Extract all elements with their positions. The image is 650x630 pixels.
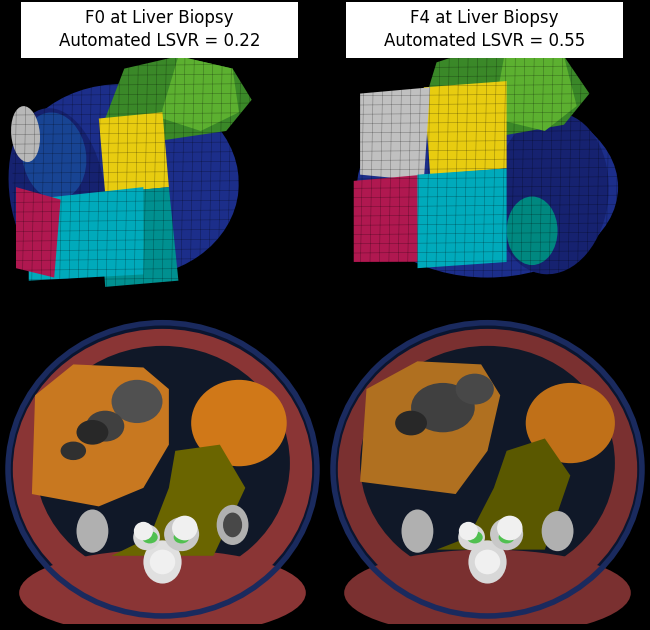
Ellipse shape [13,329,312,610]
FancyBboxPatch shape [21,1,298,58]
Ellipse shape [77,510,109,553]
Ellipse shape [499,531,515,544]
Text: F4 at Liver Biopsy
Automated LSVR = 0.55: F4 at Liver Biopsy Automated LSVR = 0.55 [384,9,585,50]
Ellipse shape [22,113,86,199]
Circle shape [459,522,478,541]
Polygon shape [424,81,506,175]
Ellipse shape [112,380,162,423]
Polygon shape [32,364,169,507]
Polygon shape [417,168,506,268]
Ellipse shape [344,549,630,630]
Ellipse shape [77,420,109,445]
Circle shape [134,522,153,541]
Circle shape [133,524,160,550]
Polygon shape [437,438,570,549]
Ellipse shape [86,411,124,442]
Polygon shape [99,187,178,287]
Polygon shape [29,187,144,281]
Ellipse shape [402,510,434,553]
Ellipse shape [467,531,483,544]
Ellipse shape [10,84,239,278]
Ellipse shape [493,112,609,274]
FancyBboxPatch shape [346,1,623,58]
Ellipse shape [142,531,158,544]
Polygon shape [112,445,245,556]
Circle shape [172,515,198,541]
Ellipse shape [357,96,618,278]
Circle shape [490,518,523,550]
Circle shape [164,517,199,551]
Ellipse shape [144,541,181,583]
Ellipse shape [8,108,106,278]
Text: F0 at Liver Biopsy
Automated LSVR = 0.22: F0 at Liver Biopsy Automated LSVR = 0.22 [58,9,260,50]
Ellipse shape [395,411,427,435]
Ellipse shape [191,380,287,466]
Ellipse shape [11,106,40,162]
Circle shape [150,549,176,575]
Polygon shape [99,112,169,193]
Ellipse shape [541,511,573,551]
Circle shape [458,524,485,550]
Polygon shape [16,187,60,278]
Polygon shape [417,43,590,137]
Polygon shape [162,56,239,131]
Circle shape [497,515,523,541]
Ellipse shape [216,505,248,545]
Ellipse shape [19,549,306,630]
Circle shape [474,549,500,575]
Polygon shape [105,56,252,140]
Ellipse shape [8,323,317,616]
Ellipse shape [333,323,642,616]
Ellipse shape [35,346,290,580]
Ellipse shape [456,374,494,404]
Ellipse shape [411,383,474,432]
Ellipse shape [338,329,637,610]
Ellipse shape [360,346,615,580]
Polygon shape [360,88,430,181]
Polygon shape [360,362,500,494]
Polygon shape [494,43,577,131]
Ellipse shape [506,197,558,265]
Ellipse shape [526,383,615,463]
Polygon shape [354,175,424,262]
Ellipse shape [469,541,506,583]
Ellipse shape [174,531,190,544]
Ellipse shape [60,442,86,460]
Ellipse shape [223,513,242,537]
